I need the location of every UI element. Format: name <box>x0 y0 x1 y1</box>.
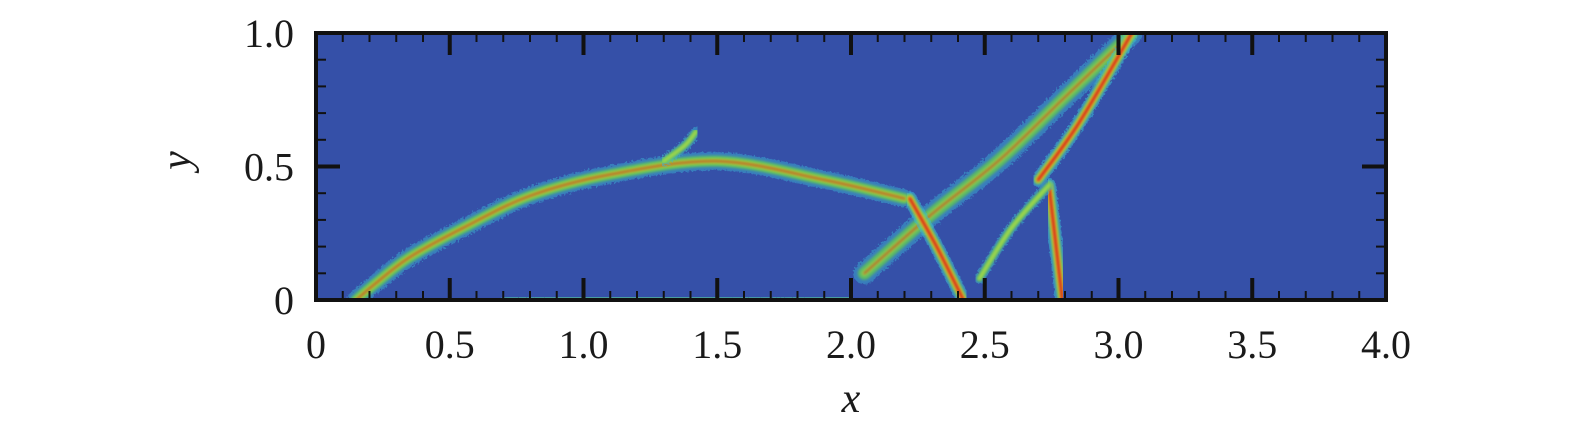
mach-stem <box>1041 178 1070 300</box>
main-shock <box>1031 33 1139 187</box>
x-axis-title: x <box>841 376 861 422</box>
small-jet <box>658 126 701 167</box>
x-tick-label: 1.5 <box>692 322 742 367</box>
x-tick-label: 0 <box>306 322 326 367</box>
y-tick-label: 0.5 <box>244 145 294 190</box>
x-tick-label: 3.0 <box>1094 322 1144 367</box>
reflected-shock <box>902 191 971 300</box>
x-tick-label: 1.0 <box>559 322 609 367</box>
x-tick-label: 2.5 <box>960 322 1010 367</box>
y-axis-title: y <box>154 151 200 174</box>
bow-shock <box>347 152 914 300</box>
axis-tick-labels: 0 0.5 1.0 1.5 2.0 2.5 3.0 3.5 4.0 0 0.5 1.0 <box>244 11 1411 367</box>
x-tick-label: 2.0 <box>826 322 876 367</box>
x-tick-label: 4.0 <box>1361 322 1411 367</box>
y-tick-label: 1.0 <box>244 11 294 56</box>
x-tick-label: 3.5 <box>1227 322 1277 367</box>
y-tick-label: 0 <box>274 278 294 323</box>
oblique-shock-band <box>853 33 1143 285</box>
slip-line <box>974 180 1054 284</box>
axis-ticks <box>314 31 1388 302</box>
plot-background <box>316 33 1386 300</box>
flow-features <box>347 33 1143 300</box>
x-tick-label: 0.5 <box>425 322 475 367</box>
